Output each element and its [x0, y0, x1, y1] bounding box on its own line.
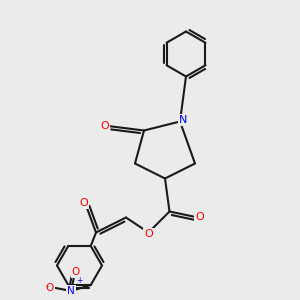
Text: O: O: [100, 121, 109, 131]
Text: N: N: [68, 286, 75, 296]
Text: N: N: [179, 115, 187, 125]
Text: O: O: [72, 267, 80, 278]
Text: +: +: [77, 277, 83, 286]
Text: -: -: [45, 283, 48, 292]
Text: O: O: [46, 283, 54, 293]
Text: O: O: [195, 212, 204, 223]
Text: O: O: [144, 229, 153, 239]
Text: O: O: [80, 197, 88, 208]
